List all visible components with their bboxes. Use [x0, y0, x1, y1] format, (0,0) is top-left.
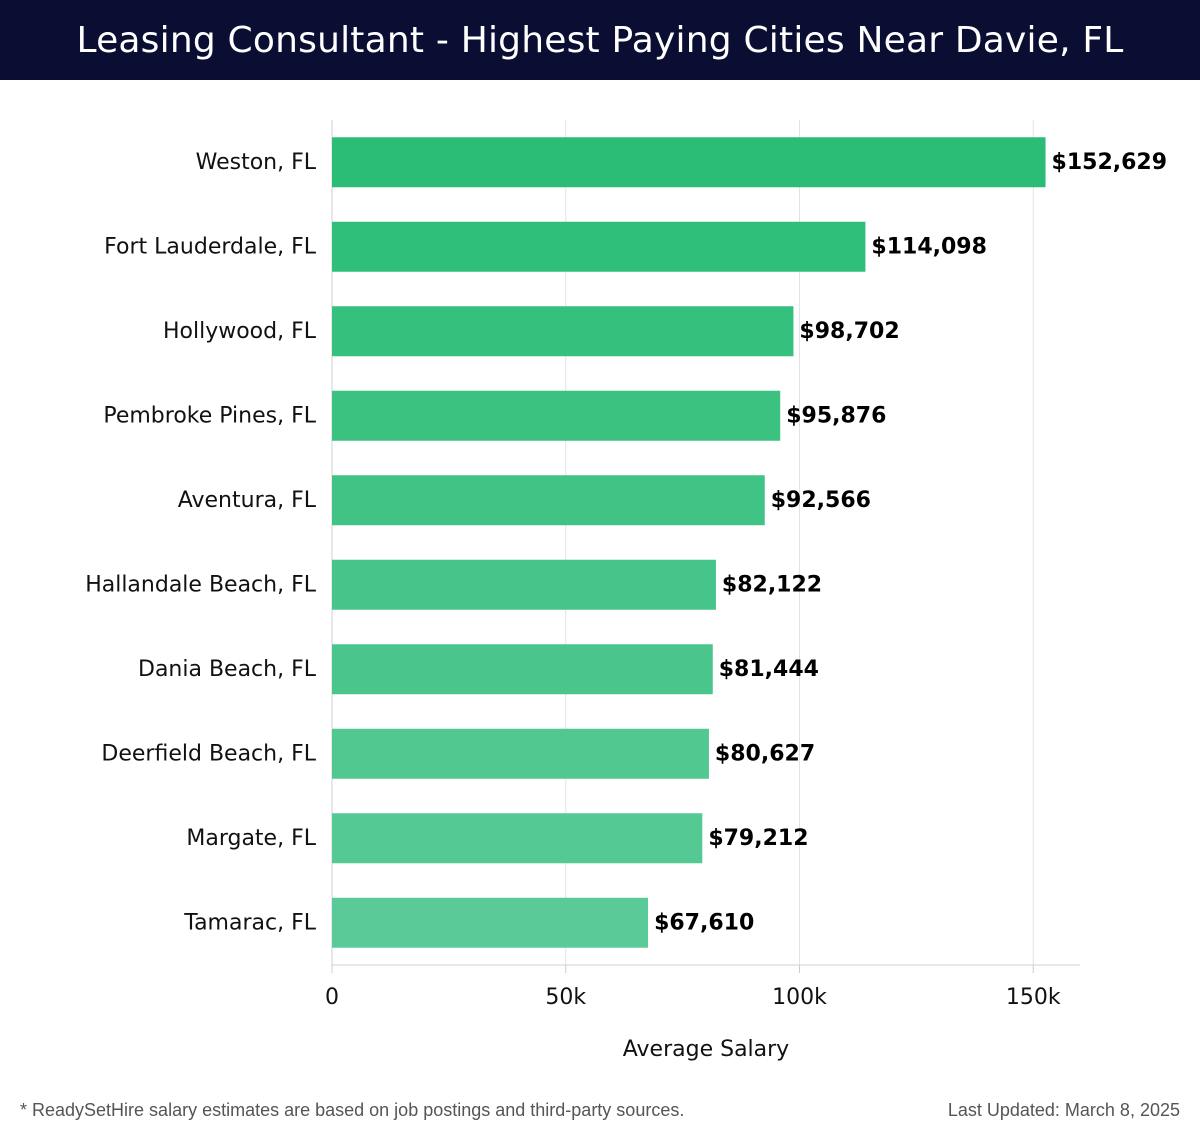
- value-label: $67,610: [654, 910, 754, 935]
- category-label: Margate, FL: [186, 826, 316, 851]
- category-label: Dania Beach, FL: [138, 657, 317, 682]
- bar: [332, 390, 781, 441]
- value-label: $92,566: [771, 488, 871, 513]
- bar: [332, 644, 713, 695]
- category-label: Weston, FL: [196, 150, 317, 175]
- category-label: Aventura, FL: [178, 488, 317, 513]
- value-label: $81,444: [719, 657, 819, 682]
- value-label: $98,702: [799, 319, 899, 344]
- x-tick-label: 0: [325, 985, 339, 1010]
- last-updated: Last Updated: March 8, 2025: [947, 1100, 1180, 1120]
- category-label: Tamarac, FL: [183, 910, 316, 935]
- bar: [332, 475, 765, 526]
- bar: [332, 306, 794, 357]
- chart-header: Leasing Consultant - Highest Paying Citi…: [0, 0, 1200, 80]
- bar: [332, 559, 716, 610]
- footer-note: * ReadySetHire salary estimates are base…: [20, 1100, 685, 1120]
- bar: [332, 728, 709, 779]
- x-tick-label: 100k: [772, 985, 827, 1010]
- category-label: Hollywood, FL: [163, 319, 317, 344]
- value-label: $79,212: [708, 826, 808, 851]
- value-label: $80,627: [715, 741, 815, 766]
- value-label: $152,629: [1052, 150, 1168, 175]
- bar: [332, 221, 866, 272]
- bar: [332, 897, 649, 948]
- category-label: Pembroke Pines, FL: [103, 403, 316, 428]
- salary-bar-chart: Weston, FL $152,629 Fort Lauderdale, FL $11…: [85, 120, 1168, 1062]
- chart-title: Leasing Consultant - Highest Paying Citi…: [76, 19, 1124, 61]
- value-label: $82,122: [722, 572, 822, 597]
- x-tick-label: 150k: [1006, 985, 1061, 1010]
- x-tick-label: 50k: [545, 985, 586, 1010]
- category-label: Hallandale Beach, FL: [85, 572, 317, 597]
- bar: [332, 137, 1046, 188]
- bar: [332, 813, 703, 864]
- value-label: $95,876: [786, 403, 886, 428]
- category-label: Fort Lauderdale, FL: [104, 234, 317, 259]
- value-label: $114,098: [871, 234, 987, 259]
- x-axis-title: Average Salary: [623, 1037, 789, 1062]
- category-label: Deerfield Beach, FL: [101, 741, 316, 766]
